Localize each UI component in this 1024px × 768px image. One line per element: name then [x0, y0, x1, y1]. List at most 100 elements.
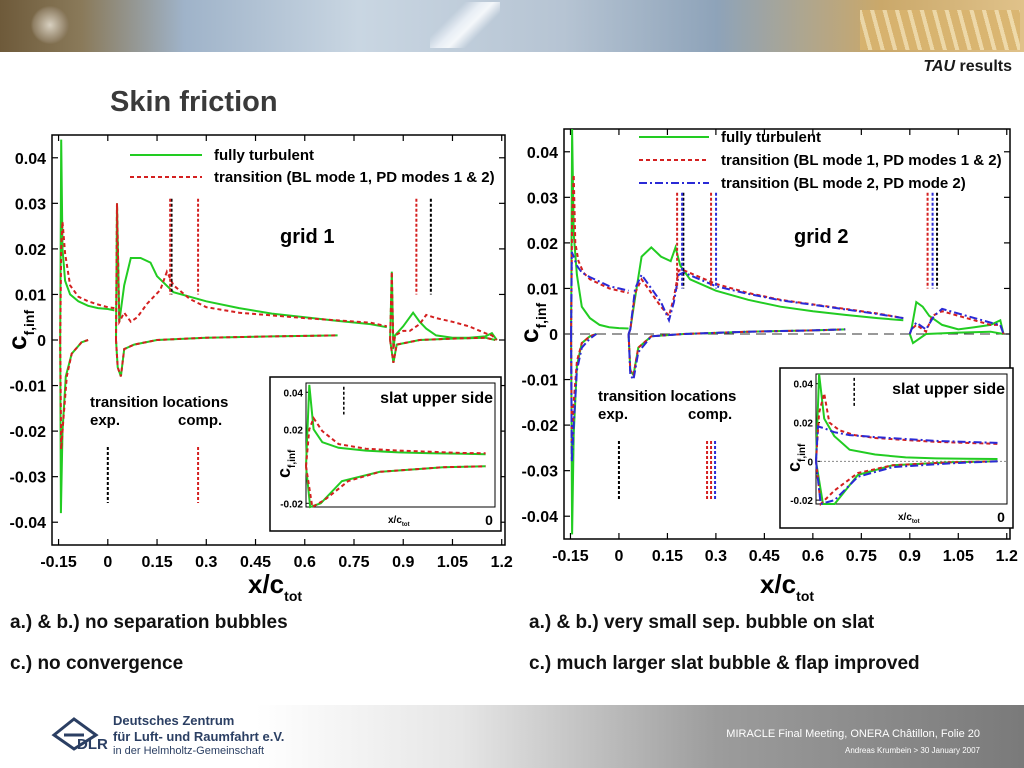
- inset-y-tick-label: -0.02: [280, 499, 303, 510]
- series-line: [627, 328, 846, 383]
- y-tick-label: 0.02: [15, 242, 46, 259]
- y-tick-label: 0: [549, 327, 558, 344]
- org-line-3: in der Helmholtz-Gemeinschaft: [113, 745, 265, 757]
- aircraft-image: [430, 2, 500, 48]
- x-tick-label: 1.2: [491, 554, 513, 571]
- y-tick-label: -0.04: [522, 509, 559, 526]
- inset-x-tick-label: 0: [997, 509, 1005, 525]
- grid-label: grid 2: [794, 226, 848, 248]
- caption-right-2: c.) much larger slat bubble & flap impro…: [529, 653, 920, 674]
- inset-series-line: [305, 465, 486, 509]
- chart-grid-2: 0.04 0.03 0.02 0.01 0 -0.01 -0.02 -0.03 -0.04 -0.…: [514, 128, 1018, 604]
- x-tick-label: -0.15: [40, 554, 77, 571]
- exp-label: exp.: [90, 412, 120, 429]
- inset-series-line: [305, 384, 486, 467]
- logo-text: DLR: [77, 736, 108, 753]
- legend-label: fully turbulent: [721, 129, 821, 146]
- series-line: [115, 203, 387, 341]
- y-tick-label: -0.02: [522, 418, 559, 435]
- inset-title: slat upper side: [892, 381, 1005, 398]
- y-tick-label: -0.04: [10, 515, 47, 532]
- grid-label: grid 1: [280, 226, 334, 248]
- y-axis-label: cf,inf: [2, 310, 37, 350]
- series-line: [59, 339, 89, 514]
- x-tick-label: -0.15: [552, 548, 589, 565]
- legend-label: transition (BL mode 1, PD modes 1 & 2): [721, 152, 1002, 169]
- y-tick-label: 0.03: [527, 190, 558, 207]
- x-tick-label: 0.3: [705, 548, 727, 565]
- section-tag: TAU results: [923, 58, 1012, 76]
- org-line-2: für Luft- und Raumfahrt e.V.: [113, 729, 285, 744]
- series-line: [59, 339, 89, 450]
- author-info: Andreas Krumbein > 30 January 2007: [845, 746, 980, 755]
- y-tick-label: -0.01: [10, 379, 47, 396]
- caption-left-2: c.) no convergence: [10, 653, 184, 674]
- x-tick-label: 0.3: [195, 554, 217, 571]
- comp-label: comp.: [178, 412, 222, 429]
- meeting-info: MIRACLE Final Meeting, ONERA Châtillon, …: [726, 728, 980, 740]
- solar-panel-image: [860, 10, 1020, 50]
- y-tick-label: 0.01: [15, 287, 46, 304]
- inset-y-tick-label: 0.02: [794, 419, 814, 430]
- transition-locations-label: transition locations: [598, 388, 736, 405]
- inset-y-tick-label: 0: [807, 457, 813, 468]
- x-tick-label: 0.6: [294, 554, 316, 571]
- legend-label: fully turbulent: [214, 147, 314, 164]
- x-axis-label: x/ctot: [760, 569, 814, 604]
- y-tick-label: 0: [37, 333, 46, 350]
- y-tick-label: -0.03: [10, 470, 47, 487]
- inset-series-line: [305, 416, 486, 467]
- inset-x-tick-label: 0: [485, 512, 493, 528]
- x-tick-label: 0.15: [652, 548, 683, 565]
- series-line: [908, 300, 1005, 335]
- results-label: results: [955, 58, 1012, 75]
- transition-locations-label: transition locations: [90, 394, 228, 411]
- series-line: [570, 251, 629, 335]
- legend-label: transition (BL mode 2, PD mode 2): [721, 175, 966, 192]
- x-tick-label: 1.2: [996, 548, 1018, 565]
- series-line: [389, 336, 496, 363]
- x-tick-label: 0.9: [392, 554, 414, 571]
- inset-y-tick-label: 0.04: [284, 388, 304, 399]
- inset-series-line: [815, 460, 998, 507]
- inset-series-line: [815, 425, 998, 462]
- y-tick-label: -0.02: [10, 424, 47, 441]
- inset-y-tick-label: 0.04: [794, 380, 814, 391]
- x-tick-label: 0.15: [141, 554, 172, 571]
- x-axis-label: x/ctot: [248, 569, 302, 604]
- tau-label: TAU: [923, 58, 956, 75]
- inset-series-line: [815, 373, 998, 462]
- series-line: [115, 334, 338, 377]
- series-line: [389, 271, 498, 350]
- series-line: [115, 334, 338, 377]
- x-tick-label: 0.75: [846, 548, 877, 565]
- series-line: [570, 128, 629, 335]
- satellite-image: [30, 6, 70, 44]
- inset-y-axis-label: cf,inf: [274, 449, 298, 478]
- y-tick-label: 0.04: [527, 145, 558, 162]
- x-tick-label: 0: [614, 548, 623, 565]
- inset-y-axis-label: cf,inf: [784, 443, 808, 472]
- legend-label: transition (BL mode 1, PD modes 1 & 2): [214, 169, 495, 186]
- series-line: [59, 221, 115, 341]
- inset-title: slat upper side: [380, 390, 493, 407]
- x-tick-label: 0: [103, 554, 112, 571]
- dlr-logo-icon: [51, 717, 99, 751]
- x-tick-label: 0.45: [749, 548, 780, 565]
- page-title: Skin friction: [110, 86, 278, 118]
- exp-label: exp.: [598, 406, 628, 423]
- series-line: [59, 139, 115, 341]
- series-line: [908, 310, 1005, 335]
- caption-left-1: a.) & b.) no separation bubbles: [10, 612, 288, 633]
- series-line: [908, 330, 1004, 345]
- inset-y-tick-label: 0.02: [284, 425, 304, 436]
- x-tick-label: 0.6: [802, 548, 824, 565]
- comp-label: comp.: [688, 406, 732, 423]
- series-line: [389, 336, 496, 363]
- series-line: [570, 174, 629, 335]
- chart-grid-1: 0.04 0.03 0.02 0.01 0 -0.01 -0.02 -0.03 -0.04 -0.…: [2, 134, 513, 604]
- inset-y-tick-label: -0.02: [790, 496, 813, 507]
- x-tick-label: 0.45: [240, 554, 271, 571]
- x-tick-label: 1.05: [437, 554, 468, 571]
- series-line: [115, 203, 388, 341]
